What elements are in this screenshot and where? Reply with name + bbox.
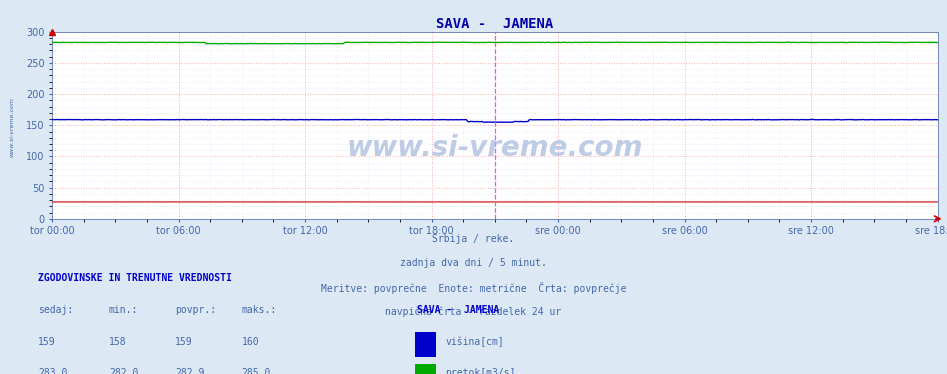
Text: 283.0: 283.0 <box>38 368 67 374</box>
Text: 282.0: 282.0 <box>109 368 138 374</box>
Text: ZGODOVINSKE IN TRENUTNE VREDNOSTI: ZGODOVINSKE IN TRENUTNE VREDNOSTI <box>38 273 232 283</box>
Text: maks.:: maks.: <box>241 305 277 315</box>
Title: SAVA -  JAMENA: SAVA - JAMENA <box>437 16 553 31</box>
Text: 159: 159 <box>175 337 193 347</box>
Text: 160: 160 <box>241 337 259 347</box>
Text: 285.0: 285.0 <box>241 368 271 374</box>
Text: navpična črta - razdelek 24 ur: navpična črta - razdelek 24 ur <box>385 307 562 317</box>
Text: povpr.:: povpr.: <box>175 305 216 315</box>
Text: Meritve: povprečne  Enote: metrične  Črta: povprečje: Meritve: povprečne Enote: metrične Črta:… <box>321 282 626 294</box>
Text: 159: 159 <box>38 337 56 347</box>
Text: min.:: min.: <box>109 305 138 315</box>
Text: SAVA -  JAMENA: SAVA - JAMENA <box>417 305 499 315</box>
Text: www.si-vreme.com: www.si-vreme.com <box>347 134 643 162</box>
Text: višina[cm]: višina[cm] <box>445 337 504 347</box>
Text: 282.9: 282.9 <box>175 368 205 374</box>
Text: zadnja dva dni / 5 minut.: zadnja dva dni / 5 minut. <box>400 258 547 268</box>
Text: Srbija / reke.: Srbija / reke. <box>433 234 514 244</box>
Text: www.si-vreme.com: www.si-vreme.com <box>9 97 15 157</box>
Text: 158: 158 <box>109 337 127 347</box>
Text: pretok[m3/s]: pretok[m3/s] <box>445 368 515 374</box>
Text: sedaj:: sedaj: <box>38 305 73 315</box>
